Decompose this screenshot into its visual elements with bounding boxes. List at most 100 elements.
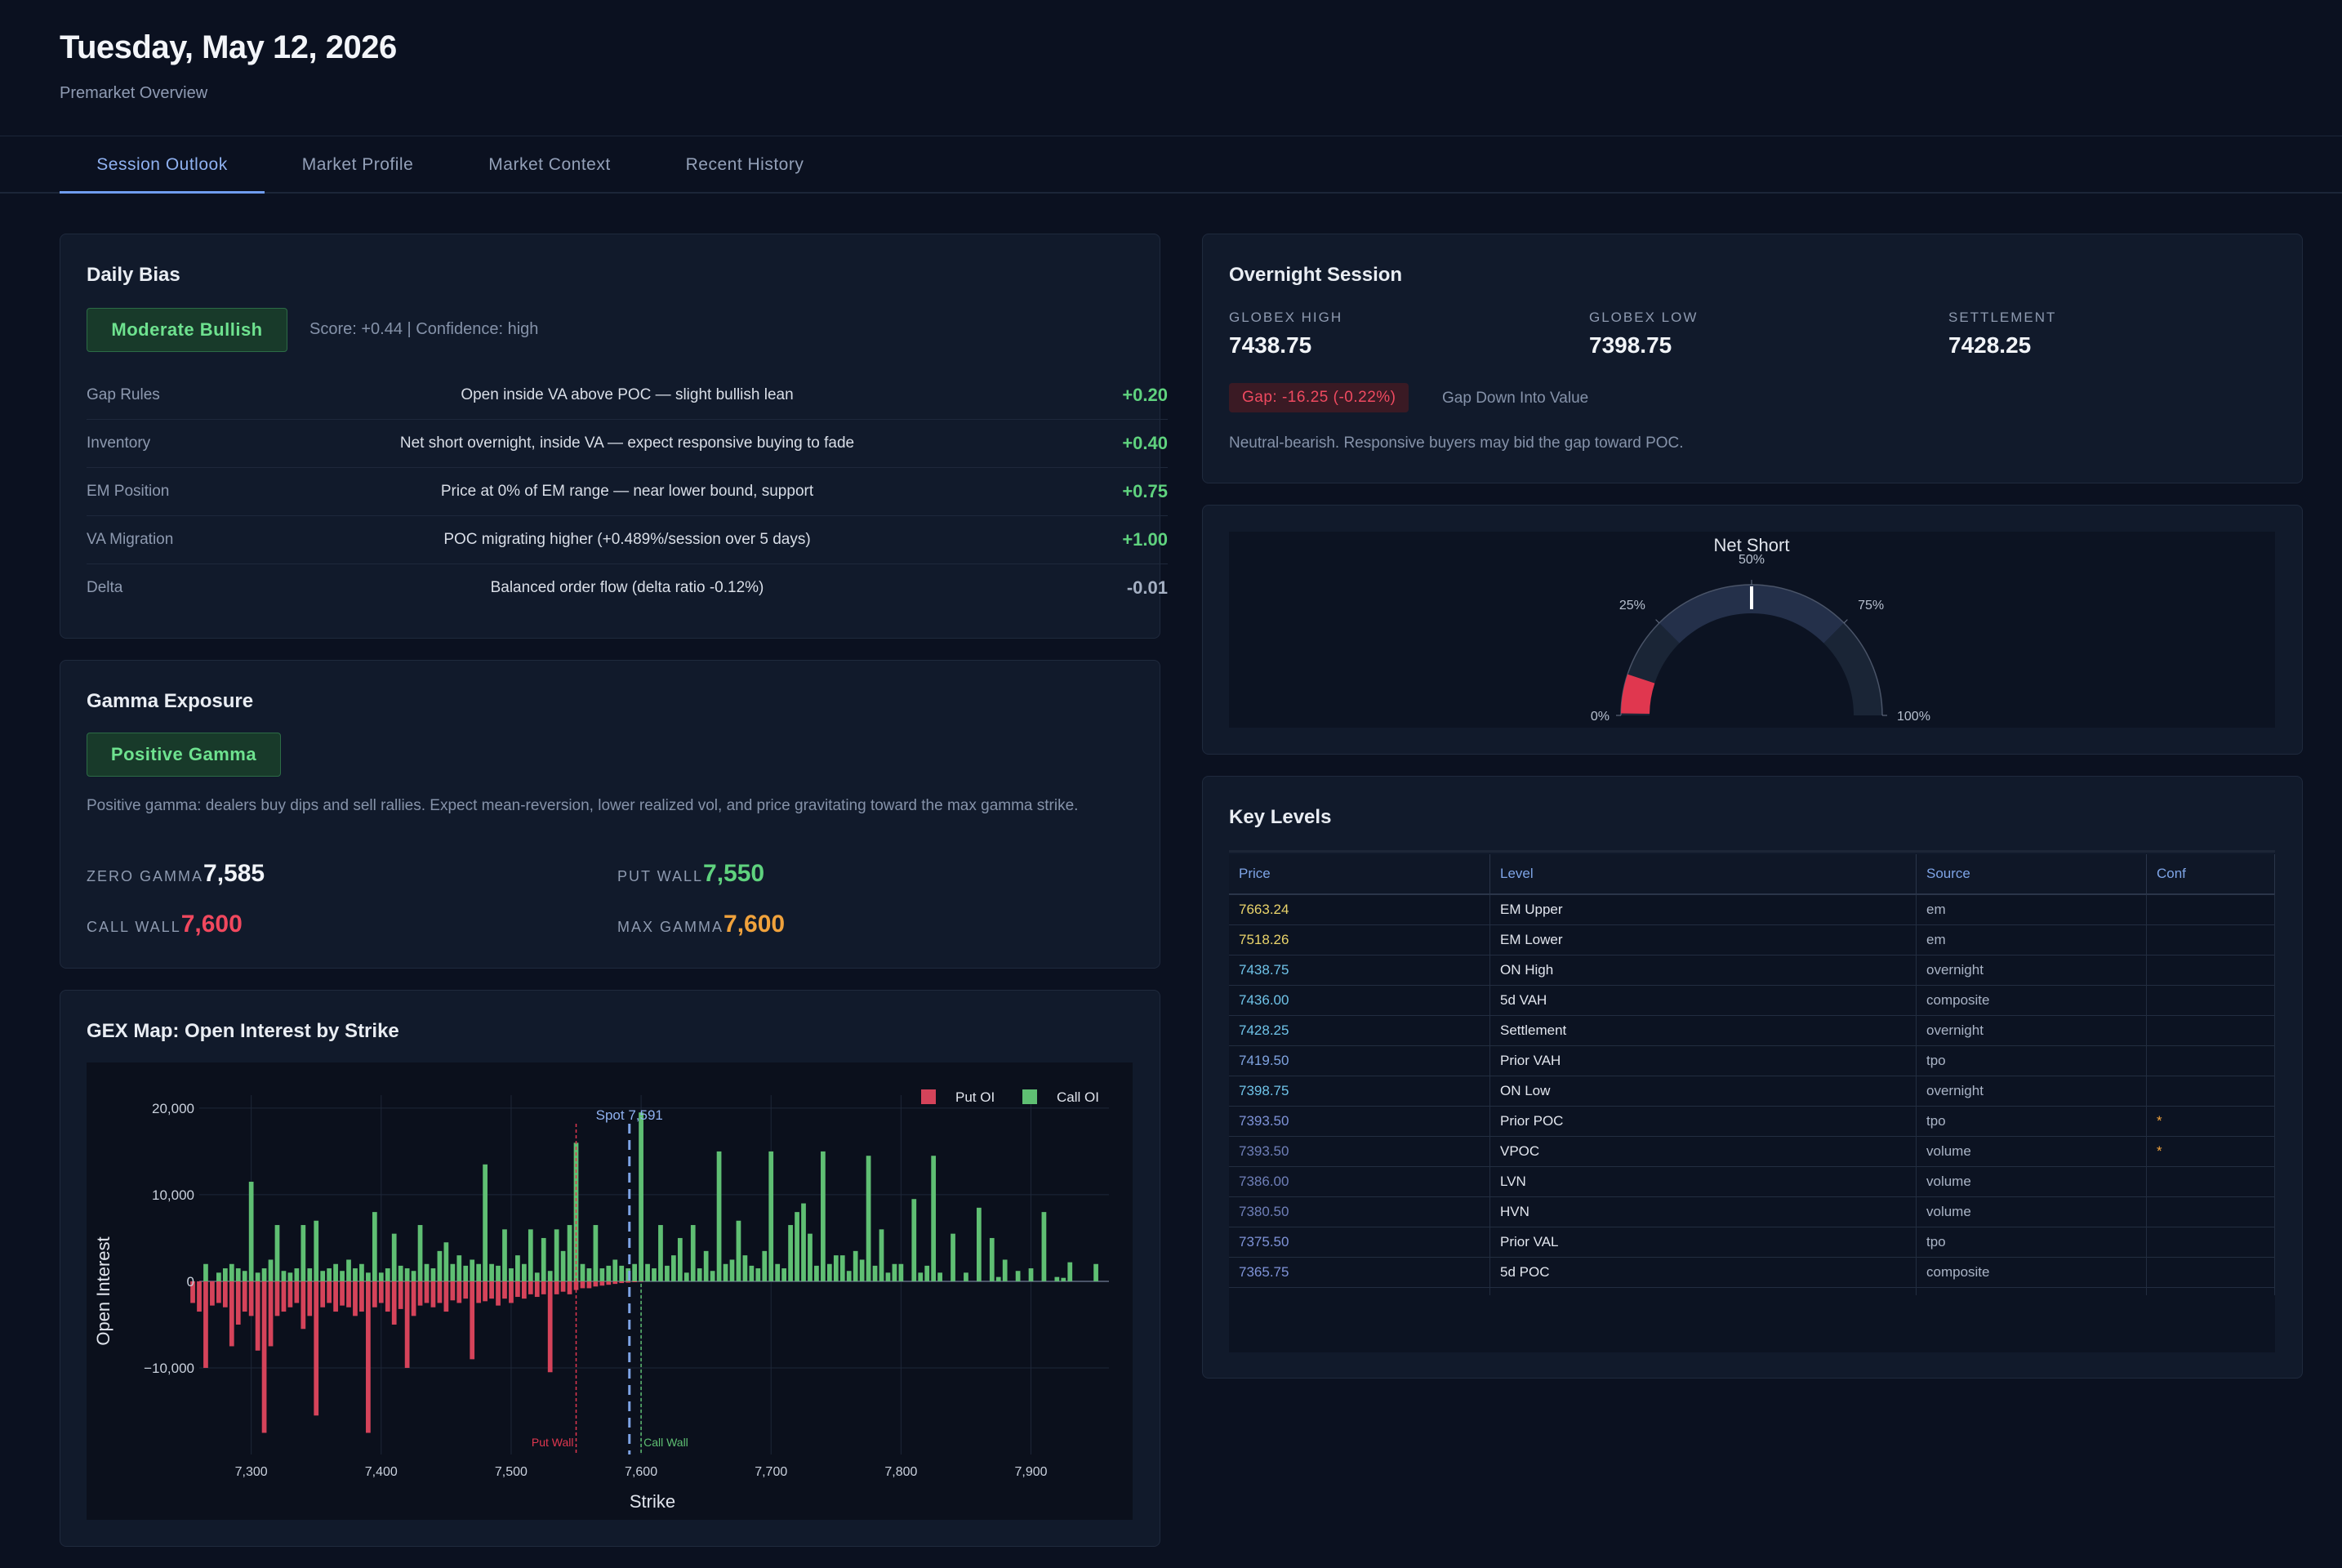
call-oi-bar[interactable] [951,1233,955,1281]
put-oi-bar[interactable] [404,1281,410,1368]
call-oi-bar[interactable] [229,1263,234,1281]
call-oi-bar[interactable] [821,1151,826,1281]
call-oi-bar[interactable] [859,1259,865,1281]
put-oi-bar[interactable] [567,1281,572,1294]
call-oi-bar[interactable] [404,1268,410,1281]
put-oi-bar[interactable] [547,1281,553,1373]
legend-label-call[interactable]: Call OI [1057,1089,1099,1105]
call-oi-bar[interactable] [690,1225,696,1281]
table-row[interactable]: 7419.50 Prior VAH tpo [1229,1045,2275,1076]
call-oi-bar[interactable] [1067,1262,1073,1281]
call-oi-bar[interactable] [235,1268,241,1281]
call-oi-bar[interactable] [924,1265,930,1281]
put-oi-bar[interactable] [417,1281,423,1306]
call-oi-bar[interactable] [450,1263,456,1281]
call-oi-bar[interactable] [749,1265,755,1281]
call-oi-bar[interactable] [937,1272,942,1281]
call-oi-bar[interactable] [658,1225,663,1281]
tab-market-context[interactable]: Market Context [488,155,611,174]
table-row[interactable]: 7386.00 LVN volume [1229,1166,2275,1197]
legend-swatch-call[interactable] [1022,1089,1037,1104]
call-oi-bar[interactable] [1093,1263,1098,1281]
put-oi-bar[interactable] [268,1281,274,1347]
put-oi-bar[interactable] [261,1281,267,1433]
put-oi-bar[interactable] [274,1281,280,1316]
put-oi-bar[interactable] [619,1281,625,1284]
put-oi-bar[interactable] [496,1281,501,1306]
put-oi-bar[interactable] [612,1281,618,1285]
legend-swatch-put[interactable] [921,1089,936,1104]
call-oi-bar[interactable] [995,1276,1001,1281]
call-oi-bar[interactable] [833,1255,839,1281]
call-oi-bar[interactable] [599,1268,605,1281]
put-oi-bar[interactable] [515,1281,520,1298]
call-oi-bar[interactable] [703,1250,709,1281]
table-row[interactable]: 7365.75 5d POC composite [1229,1257,2275,1288]
call-oi-bar[interactable] [716,1151,722,1281]
call-oi-bar[interactable] [652,1268,657,1281]
put-oi-bar[interactable] [554,1281,559,1294]
call-oi-bar[interactable] [580,1263,586,1281]
call-oi-bar[interactable] [470,1259,475,1281]
call-oi-bar[interactable] [808,1233,813,1281]
table-row[interactable]: 7375.50 Prior VAL tpo [1229,1227,2275,1258]
call-oi-bar[interactable] [872,1265,878,1281]
call-oi-bar[interactable] [879,1229,884,1281]
table-row[interactable]: 7398.75 ON Low overnight [1229,1076,2275,1107]
put-oi-bar[interactable] [456,1281,462,1303]
call-oi-bar[interactable] [677,1237,683,1281]
call-oi-bar[interactable] [463,1265,469,1281]
call-oi-bar[interactable] [683,1272,689,1281]
call-oi-bar[interactable] [274,1225,280,1281]
put-oi-bar[interactable] [437,1281,443,1303]
put-oi-bar[interactable] [327,1281,332,1303]
put-oi-bar[interactable] [521,1281,527,1299]
call-oi-bar[interactable] [671,1255,676,1281]
call-oi-bar[interactable] [775,1263,781,1281]
put-oi-bar[interactable] [314,1281,319,1416]
put-oi-bar[interactable] [424,1281,430,1303]
put-oi-bar[interactable] [430,1281,436,1307]
call-oi-bar[interactable] [411,1271,416,1281]
table-row[interactable]: 7663.24 EM Upper em [1229,894,2275,925]
put-oi-bar[interactable] [463,1281,469,1299]
call-oi-bar[interactable] [931,1156,937,1281]
call-oi-bar[interactable] [443,1242,449,1281]
call-oi-bar[interactable] [795,1212,799,1281]
put-oi-bar[interactable] [398,1281,403,1309]
call-oi-bar[interactable] [989,1237,995,1281]
put-oi-bar[interactable] [346,1281,351,1307]
call-oi-bar[interactable] [768,1151,774,1281]
put-oi-bar[interactable] [197,1281,202,1312]
call-oi-bar[interactable] [378,1272,384,1281]
put-oi-bar[interactable] [391,1281,397,1325]
put-oi-bar[interactable] [307,1281,313,1316]
call-oi-bar[interactable] [1028,1268,1034,1281]
call-oi-bar[interactable] [509,1268,514,1281]
call-oi-bar[interactable] [398,1265,403,1281]
call-oi-bar[interactable] [301,1225,306,1281]
put-oi-bar[interactable] [216,1281,221,1303]
call-oi-bar[interactable] [340,1271,345,1281]
put-oi-bar[interactable] [450,1281,456,1301]
call-oi-bar[interactable] [736,1220,741,1281]
table-row[interactable]: 7380.50 HVN volume [1229,1196,2275,1227]
call-oi-bar[interactable] [898,1263,904,1281]
put-oi-bar[interactable] [210,1281,215,1306]
call-oi-bar[interactable] [268,1259,274,1281]
call-oi-bar[interactable] [885,1272,891,1281]
put-oi-bar[interactable] [411,1281,416,1316]
call-oi-bar[interactable] [242,1271,247,1281]
call-oi-bar[interactable] [476,1263,482,1281]
tab-session-outlook[interactable]: Session Outlook [60,136,265,194]
call-oi-bar[interactable] [521,1263,527,1281]
call-oi-bar[interactable] [853,1250,858,1281]
call-oi-bar[interactable] [1041,1212,1047,1281]
call-oi-bar[interactable] [515,1255,520,1281]
put-oi-bar[interactable] [340,1281,345,1306]
call-oi-bar[interactable] [645,1263,650,1281]
tab-market-profile[interactable]: Market Profile [301,155,414,174]
call-oi-bar[interactable] [1002,1259,1008,1281]
put-oi-bar[interactable] [229,1281,234,1347]
call-oi-bar[interactable] [547,1271,553,1281]
